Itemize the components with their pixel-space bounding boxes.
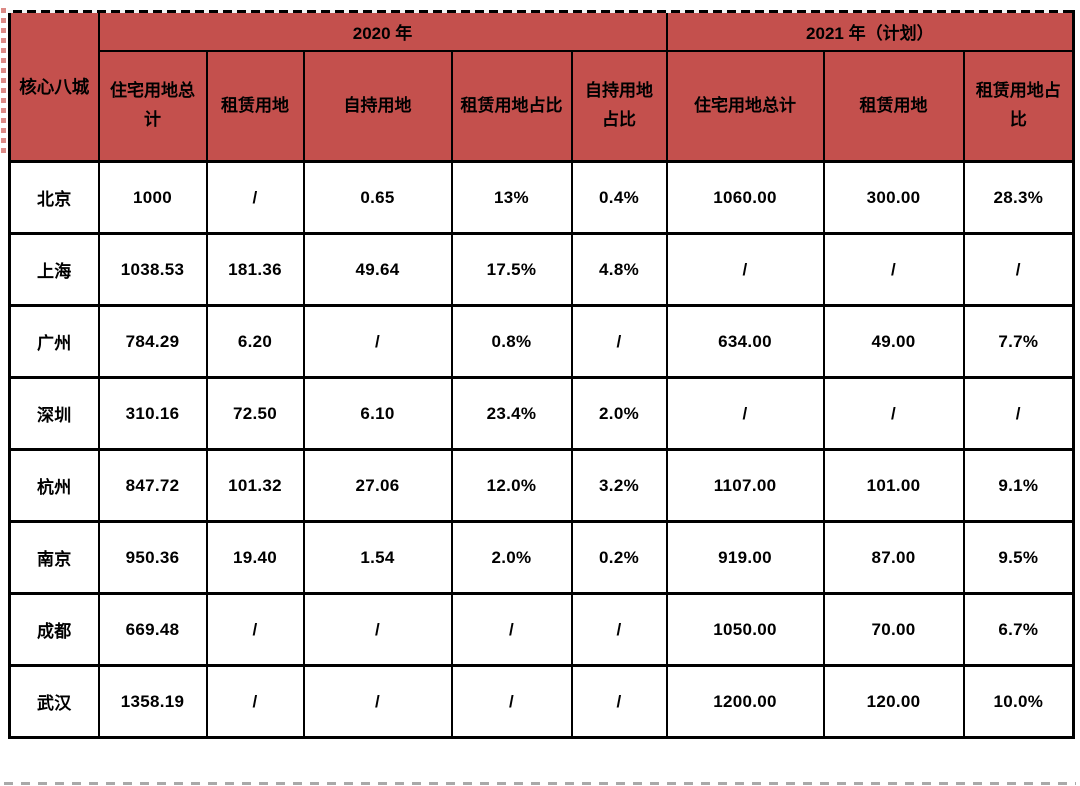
table-cell: 87.00: [822, 520, 965, 595]
table-row-shanghai: 上海 1038.53 181.36 49.64 17.5% 4.8% / / /: [8, 232, 1075, 307]
table-cell: 310.16: [97, 376, 208, 451]
table-cell: 1358.19: [97, 664, 208, 739]
table-cell: 919.00: [665, 520, 825, 595]
city-label: 广州: [8, 304, 100, 379]
city-label: 成都: [8, 592, 100, 667]
table-cell: 19.40: [205, 520, 305, 595]
table-cell: 49.64: [302, 232, 453, 307]
table-cell: 634.00: [665, 304, 825, 379]
table-cell: 9.5%: [962, 520, 1075, 595]
table-cell: /: [302, 664, 453, 739]
table-cell: 0.8%: [450, 304, 573, 379]
table-cell: 4.8%: [570, 232, 668, 307]
table-cell: /: [205, 592, 305, 667]
table-cell: 72.50: [205, 376, 305, 451]
table-cell: 1.54: [302, 520, 453, 595]
table-cell: 950.36: [97, 520, 208, 595]
table-cell: 1107.00: [665, 448, 825, 523]
city-label: 南京: [8, 520, 100, 595]
corner-header-cell: 核心八城: [8, 10, 100, 163]
table-cell: 13%: [450, 160, 573, 235]
table-row-shenzhen: 深圳 310.16 72.50 6.10 23.4% 2.0% / / /: [8, 376, 1075, 451]
col-header-2020-selfheld-land: 自持用地: [302, 50, 453, 163]
table-cell: 6.7%: [962, 592, 1075, 667]
col-header-2020-selfheld-ratio: 自持用地占比: [570, 50, 668, 163]
table-cell: /: [822, 376, 965, 451]
table-cell: 0.4%: [570, 160, 668, 235]
table-cell: 3.2%: [570, 448, 668, 523]
table-row-hangzhou: 杭州 847.72 101.32 27.06 12.0% 3.2% 1107.0…: [8, 448, 1075, 523]
table-cell: /: [665, 232, 825, 307]
table-cell: /: [570, 304, 668, 379]
table-cell: /: [962, 376, 1075, 451]
table-row-nanjing: 南京 950.36 19.40 1.54 2.0% 0.2% 919.00 87…: [8, 520, 1075, 595]
table-cell: 300.00: [822, 160, 965, 235]
table-cell: 28.3%: [962, 160, 1075, 235]
city-label: 杭州: [8, 448, 100, 523]
col-header-2020-residential-total: 住宅用地总计: [97, 50, 208, 163]
table-cell: 27.06: [302, 448, 453, 523]
table-cell: 70.00: [822, 592, 965, 667]
col-header-2020-rental-land: 租赁用地: [205, 50, 305, 163]
city-label: 北京: [8, 160, 100, 235]
table-row-chengdu: 成都 669.48 / / / / 1050.00 70.00 6.7%: [8, 592, 1075, 667]
col-header-2021-residential-total: 住宅用地总计: [665, 50, 825, 163]
table-cell: 0.2%: [570, 520, 668, 595]
table-cell: 847.72: [97, 448, 208, 523]
table-cell: 120.00: [822, 664, 965, 739]
table-cell: 6.20: [205, 304, 305, 379]
group-header-2021-plan: 2021 年（计划）: [665, 10, 1075, 52]
table-cell: /: [450, 664, 573, 739]
city-label: 深圳: [8, 376, 100, 451]
table-cell: 101.32: [205, 448, 305, 523]
table-cell: /: [822, 232, 965, 307]
table-cell: 9.1%: [962, 448, 1075, 523]
table-cell: 669.48: [97, 592, 208, 667]
table-cell: 784.29: [97, 304, 208, 379]
col-header-2021-rental-ratio: 租赁用地占比: [962, 50, 1075, 163]
city-label: 上海: [8, 232, 100, 307]
table-cell: /: [570, 592, 668, 667]
table-cell: /: [450, 592, 573, 667]
table-row-wuhan: 武汉 1358.19 / / / / 1200.00 120.00 10.0%: [8, 664, 1075, 739]
group-header-2020: 2020 年: [97, 10, 668, 52]
col-header-2021-rental-land: 租赁用地: [822, 50, 965, 163]
table-cell: 49.00: [822, 304, 965, 379]
table-cell: 2.0%: [450, 520, 573, 595]
table-cell: /: [665, 376, 825, 451]
col-header-2020-rental-ratio: 租赁用地占比: [450, 50, 573, 163]
table-cell: 1000: [97, 160, 208, 235]
page-break-dashes-left: [1, 3, 6, 155]
table-cell: /: [205, 160, 305, 235]
land-supply-table: 核心八城 2020 年 2021 年（计划） 住宅用地总计 租赁用地 自持用地 …: [8, 10, 1076, 739]
table-cell: 10.0%: [962, 664, 1075, 739]
table-cell: 7.7%: [962, 304, 1075, 379]
table-cell: /: [205, 664, 305, 739]
city-label: 武汉: [8, 664, 100, 739]
table-cell: /: [570, 664, 668, 739]
table-row-beijing: 北京 1000 / 0.65 13% 0.4% 1060.00 300.00 2…: [8, 160, 1075, 235]
table-cell: 101.00: [822, 448, 965, 523]
table-cell: 1038.53: [97, 232, 208, 307]
table-cell: 12.0%: [450, 448, 573, 523]
page-break-dashes-bottom: [4, 782, 1076, 785]
table-cell: 181.36: [205, 232, 305, 307]
header-group-row: 核心八城 2020 年 2021 年（计划）: [8, 10, 1075, 163]
table-cell: /: [302, 304, 453, 379]
table-cell: 1200.00: [665, 664, 825, 739]
table-cell: /: [302, 592, 453, 667]
table-row-guangzhou: 广州 784.29 6.20 / 0.8% / 634.00 49.00 7.7…: [8, 304, 1075, 379]
table-cell: 1060.00: [665, 160, 825, 235]
table-cell: 2.0%: [570, 376, 668, 451]
table-cell: 6.10: [302, 376, 453, 451]
table-cell: 23.4%: [450, 376, 573, 451]
table-cell: /: [962, 232, 1075, 307]
table-cell: 1050.00: [665, 592, 825, 667]
header-sub-row: 住宅用地总计 租赁用地 自持用地 租赁用地占比 自持用地占比 住宅用地总计 租赁…: [10, 50, 1075, 163]
table-cell: 17.5%: [450, 232, 573, 307]
table-cell: 0.65: [302, 160, 453, 235]
